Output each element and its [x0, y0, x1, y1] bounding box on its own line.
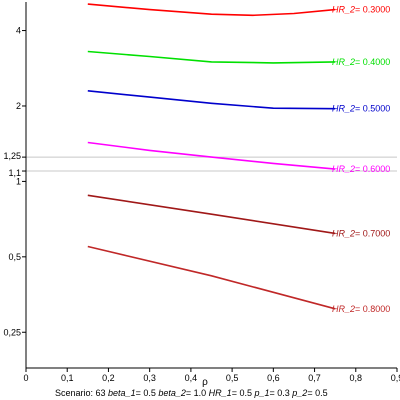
- series-value: = 0.8000: [355, 304, 390, 314]
- param-value: = 0.5: [232, 388, 255, 398]
- param-name: p_2: [291, 388, 307, 398]
- series-line-5: [87, 245, 336, 310]
- axes: 0 0,1 0,2 0,3 0,4 0,5 0,6 0,7 0,8 0,9 0,25 0,5 11,1 1…: [3, 2, 400, 383]
- x-tick-label: 0,2: [102, 373, 115, 383]
- x-tick-label: 0,5: [226, 373, 239, 383]
- x-tick-label: 0,1: [61, 373, 74, 383]
- series-value: = 0.6000: [355, 164, 390, 174]
- param-name: p_1: [253, 388, 269, 398]
- x-tick-label: 0,9: [391, 373, 400, 383]
- series-line-3: [87, 141, 336, 170]
- series-label-3: HR_2= 0.6000: [332, 164, 390, 174]
- x-tick-label: 0,6: [267, 373, 280, 383]
- series-line-0: [87, 3, 336, 17]
- series-name: HR_2: [332, 104, 355, 114]
- y-tick-label: 2: [16, 101, 21, 111]
- series-label-5: HR_2= 0.8000: [332, 304, 390, 314]
- y-tick-label: 1,1: [8, 168, 21, 178]
- series-line-1: [87, 50, 336, 64]
- series-line-4: [87, 194, 336, 235]
- x-tick-label: 0: [23, 373, 28, 383]
- series-label-4: HR_2= 0.7000: [332, 228, 390, 238]
- param-value: = 1.0: [186, 388, 209, 398]
- y-tick-label: 0,5: [8, 252, 21, 262]
- x-tick-label: 0,8: [350, 373, 363, 383]
- series-label-2: HR_2= 0.5000: [332, 104, 390, 114]
- scenario-label: Scenario: 63: [55, 388, 108, 398]
- series-label-0: HR_2= 0.3000: [332, 5, 390, 15]
- series-value: = 0.3000: [355, 5, 390, 15]
- param-value: = 0.3: [270, 388, 293, 398]
- y-tick-label: 0,25: [3, 327, 21, 337]
- series-value: = 0.4000: [355, 57, 390, 67]
- series-name: HR_2: [332, 304, 355, 314]
- x-tick-label: 0,7: [308, 373, 321, 383]
- series-name: HR_2: [332, 57, 355, 67]
- series-label-1: HR_2= 0.4000: [332, 57, 390, 67]
- x-tick-label: 0,3: [143, 373, 156, 383]
- y-tick-label: 4: [16, 26, 21, 36]
- y-tick-label: 1,25: [3, 151, 21, 161]
- y-tick-label: 1: [16, 176, 21, 186]
- series-line-2: [87, 90, 336, 110]
- param-name: HR_1: [209, 388, 232, 398]
- param-name: beta_1: [108, 388, 136, 398]
- caption-text: Scenario: 63 beta_1= 0.5 beta_2= 1.0 HR_…: [55, 388, 328, 398]
- series-value: = 0.7000: [355, 228, 390, 238]
- series-value: = 0.5000: [355, 104, 390, 114]
- param-name: beta_2: [158, 388, 186, 398]
- param-value: = 0.5: [136, 388, 159, 398]
- series-name: HR_2: [332, 164, 355, 174]
- series-name: HR_2: [332, 228, 355, 238]
- x-axis-label: ρ: [202, 377, 208, 388]
- series-name: HR_2: [332, 5, 355, 15]
- x-tick-label: 0,4: [185, 373, 198, 383]
- caption: Scenario: 63 beta_1= 0.5 beta_2= 1.0 HR_…: [55, 388, 328, 398]
- param-value: = 0.5: [307, 388, 327, 398]
